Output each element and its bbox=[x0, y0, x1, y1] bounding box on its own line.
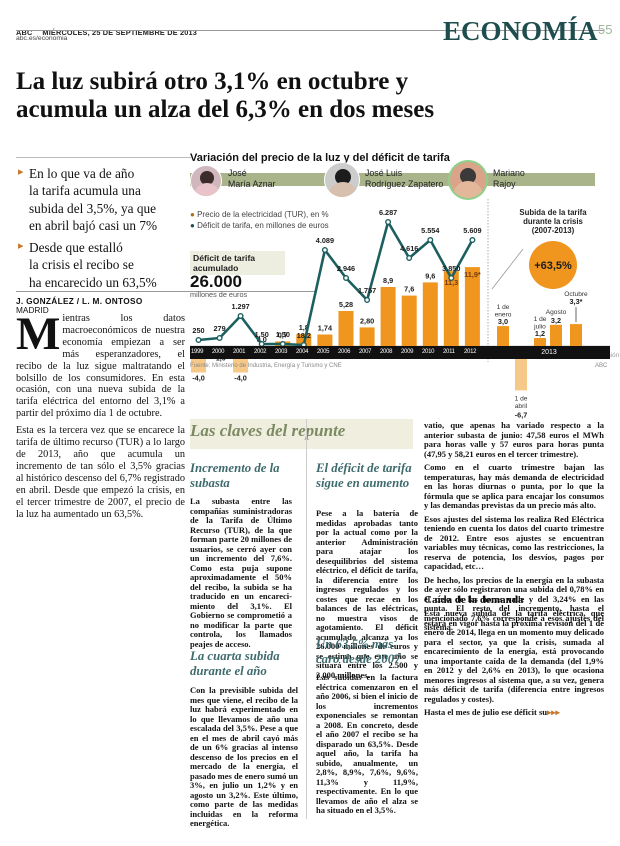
svg-text:-4,0: -4,0 bbox=[234, 374, 247, 383]
svg-text:Agosto: Agosto bbox=[546, 309, 567, 316]
svg-text:3,2: 3,2 bbox=[551, 316, 561, 325]
svg-text:5.554: 5.554 bbox=[421, 226, 440, 235]
svg-text:-6,7: -6,7 bbox=[515, 410, 528, 419]
svg-text:9,6: 9,6 bbox=[425, 271, 435, 280]
svg-text:279: 279 bbox=[214, 324, 226, 333]
svg-text:2.946: 2.946 bbox=[337, 264, 355, 273]
svg-text:7,6: 7,6 bbox=[404, 285, 414, 294]
svg-text:-4,0: -4,0 bbox=[192, 374, 205, 383]
svg-text:(2007-2013): (2007-2013) bbox=[532, 226, 575, 235]
svg-text:1.757: 1.757 bbox=[358, 286, 376, 295]
svg-text:4.089: 4.089 bbox=[316, 236, 334, 245]
svg-text:durante la crisis: durante la crisis bbox=[523, 217, 583, 226]
svg-text:1,74: 1,74 bbox=[318, 324, 333, 333]
svg-text:6.287: 6.287 bbox=[379, 208, 397, 217]
svg-text:1.297: 1.297 bbox=[231, 302, 249, 311]
svg-text:Subida de la tarifa: Subida de la tarifa bbox=[519, 208, 587, 217]
svg-text:250: 250 bbox=[192, 326, 204, 335]
svg-text:5,28: 5,28 bbox=[339, 300, 353, 309]
svg-text:3,0: 3,0 bbox=[498, 317, 508, 326]
svg-text:8,9: 8,9 bbox=[383, 276, 393, 285]
svg-text:2,80: 2,80 bbox=[360, 316, 374, 325]
svg-text:1 de: 1 de bbox=[497, 304, 510, 311]
svg-text:1 de: 1 de bbox=[515, 395, 528, 402]
svg-text:3.850: 3.850 bbox=[442, 264, 460, 273]
svg-text:4.616: 4.616 bbox=[400, 244, 418, 253]
svg-text:1,50: 1,50 bbox=[276, 330, 290, 339]
svg-text:3,3*: 3,3* bbox=[570, 297, 583, 306]
svg-text:1,2: 1,2 bbox=[535, 329, 545, 338]
svg-text:11,9*: 11,9* bbox=[464, 270, 481, 279]
svg-text:1,50: 1,50 bbox=[255, 330, 269, 339]
svg-text:abril: abril bbox=[515, 403, 528, 410]
svg-text:1 de: 1 de bbox=[534, 316, 547, 323]
svg-text:18.2: 18.2 bbox=[297, 331, 311, 340]
svg-text:+63,5%: +63,5% bbox=[534, 260, 572, 272]
svg-text:5.609: 5.609 bbox=[463, 226, 481, 235]
